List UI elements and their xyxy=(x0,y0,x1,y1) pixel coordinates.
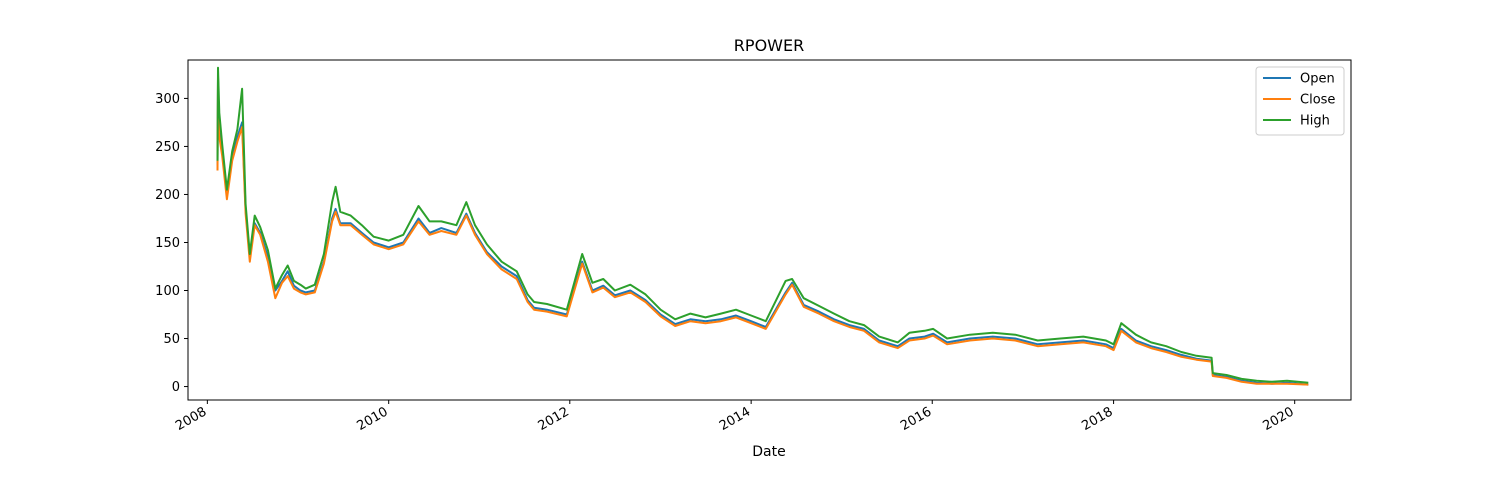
y-tick-label: 50 xyxy=(163,332,180,347)
x-tick-label: 2010 xyxy=(355,404,391,434)
x-tick-label: 2012 xyxy=(536,404,572,434)
x-axis: 2008 2010 2012 2014 2016 2018 2020 xyxy=(173,400,1297,434)
x-tick-label: 2016 xyxy=(898,404,934,434)
x-tick-label: 2018 xyxy=(1079,404,1115,434)
x-tick-label: 2014 xyxy=(717,404,753,434)
legend-box xyxy=(1255,66,1345,136)
legend: Open Close High xyxy=(1255,66,1345,136)
y-axis: 0 50 100 150 200 250 300 xyxy=(155,92,188,395)
series-layer xyxy=(216,66,1309,386)
legend-label-close: Close xyxy=(1300,93,1335,108)
plot-area-frame xyxy=(187,59,1352,401)
x-tick-label: 2008 xyxy=(173,404,209,434)
y-tick-label: 100 xyxy=(155,284,180,299)
legend-label-high: High xyxy=(1300,114,1330,129)
y-tick-label: 250 xyxy=(155,140,180,155)
legend-label-open: Open xyxy=(1300,72,1335,87)
series-line-high xyxy=(216,66,1309,384)
x-axis-label: Date xyxy=(752,444,785,460)
y-tick-label: 0 xyxy=(172,380,180,395)
series-line-open xyxy=(216,78,1309,386)
y-tick-label: 200 xyxy=(155,188,180,203)
y-tick-label: 300 xyxy=(155,92,180,107)
x-tick-label: 2020 xyxy=(1261,404,1297,434)
chart-title: RPOWER xyxy=(734,36,804,55)
series-line-close xyxy=(216,76,1309,386)
y-tick-label: 150 xyxy=(155,236,180,251)
